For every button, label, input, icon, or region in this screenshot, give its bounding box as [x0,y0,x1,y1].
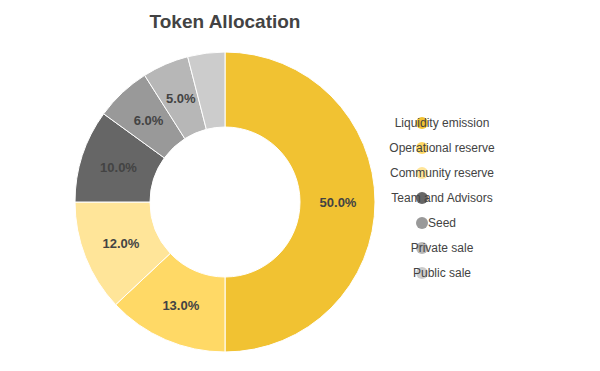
svg-text:5.0%: 5.0% [166,91,196,106]
svg-text:12.0%: 12.0% [102,236,139,251]
svg-text:Operational reserve: Operational reserve [389,141,495,155]
svg-text:6.0%: 6.0% [134,113,164,128]
svg-text:10.0%: 10.0% [100,160,137,175]
svg-text:Private sale: Private sale [411,241,474,255]
svg-text:Seed: Seed [428,216,456,230]
svg-text:Public sale: Public sale [413,266,471,280]
html-text:Token Allocation: Token Allocation [149,11,301,32]
svg-text:50.0%: 50.0% [320,195,357,210]
svg-text:Community reserve: Community reserve [390,166,494,180]
svg-text:Team and Advisors: Team and Advisors [391,191,492,205]
svg-text:Liquidity emission: Liquidity emission [395,116,490,130]
svg-text:13.0%: 13.0% [162,298,199,313]
